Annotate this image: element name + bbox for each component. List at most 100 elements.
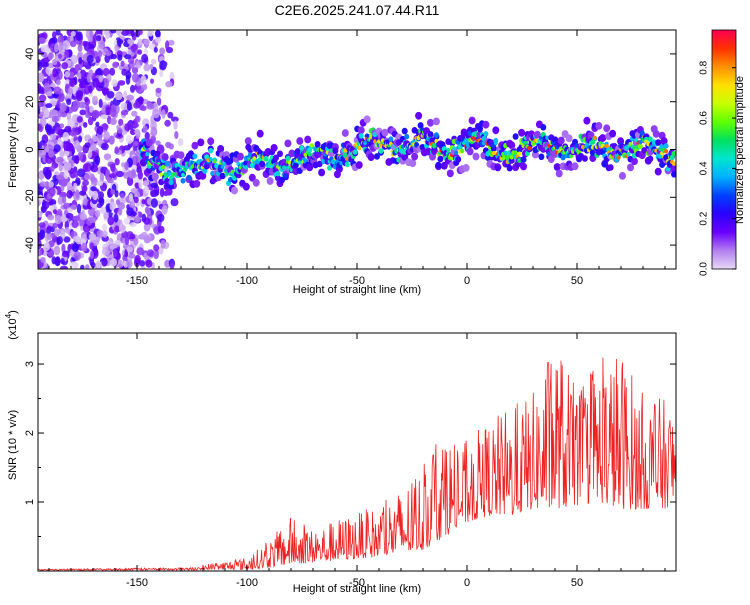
spectrogram-cell [130,43,137,53]
spectrogram-cell [98,75,104,83]
spectrogram-cell [79,213,88,221]
spectrogram-cell [76,203,82,214]
spectrogram-cell [146,102,155,110]
spectrogram-cell [143,235,152,244]
spectrogram-cell [647,155,654,163]
spectrogram-cell [208,157,213,162]
spectrogram-cell [45,103,53,109]
spectrogram-x-ticks: -150 -100 -50 0 50 [48,30,666,287]
spectrogram-cell [64,50,69,59]
spectrogram-y-tick-label: -40 [24,237,36,253]
spectrogram-cell [672,161,676,166]
spectrogram-cell [67,118,76,129]
spectrogram-cell [99,198,105,206]
spectrogram-cell [143,217,151,225]
spectrogram-cell [671,150,676,157]
spectrogram-cell [512,133,519,140]
spectrogram-cell [520,156,527,163]
spectrogram-cell [53,86,62,95]
spectrogram-cell [452,146,457,151]
spectrogram-cell [425,147,432,156]
spectrogram-cell [38,59,42,67]
spectrogram-cell [94,155,101,165]
spectrogram-cell [155,87,162,94]
spectrogram-cell [557,136,565,145]
spectrogram-cell [131,164,137,171]
spectrogram-cell [53,245,61,256]
spectrogram-cell [95,209,101,218]
spectrogram-cell [59,149,64,160]
spectrogram-cell [95,121,100,127]
spectrogram-cell [654,167,662,176]
spectrogram-cell [137,38,143,46]
spectrogram-x-tick-label: 0 [464,275,470,287]
spectrogram-cell [285,155,291,162]
spectrogram-cell [104,54,110,63]
spectrogram-y-tick-label: 0 [24,146,36,152]
spectrogram-cell [82,40,88,47]
spectrogram-cell [38,123,43,131]
spectrogram-cell [626,151,631,157]
spectrogram-cell [106,91,115,99]
spectrogram-cell [115,199,121,205]
spectrogram-cell [46,91,53,97]
spectrogram-cell [601,161,608,168]
spectrogram-cell [39,229,46,240]
spectrogram-cell [38,94,47,103]
spectrogram-cell [553,163,561,171]
spectrogram-cell [217,145,225,153]
spectrogram-cell [161,109,166,119]
snr-multiplier: (x104) [4,310,19,340]
spectrogram-cell [159,187,165,198]
spectrogram-cell [603,124,611,133]
spectrogram-cell [126,246,134,253]
spectrogram-cell [165,81,173,88]
spectrogram-cell [64,125,72,133]
spectrogram-cell [102,223,108,231]
spectrogram-cell [355,161,363,169]
spectrogram-cell [342,152,348,159]
spectrogram-cell [89,250,94,260]
spectrogram-cell [259,160,266,168]
spectrogram-cell [49,165,55,172]
spectrogram-y-ticks: -40 -20 0 20 40 [24,48,676,253]
spectrogram-cell [297,160,302,165]
spectrogram-cell [343,148,348,153]
spectrogram-cell [54,228,60,237]
spectrogram-cell [82,223,91,233]
spectrogram-cell [41,200,50,210]
snr-series [38,357,676,571]
spectrogram-cell [256,129,264,138]
spectrogram-cell [113,213,119,223]
spectrogram-cell [99,172,105,183]
spectrogram-cell [292,161,299,169]
snr-plot: -150 -100 -50 0 50 1 2 3 Height of straight li… [4,310,677,595]
spectrogram-cell [46,233,53,241]
spectrogram-cell [63,161,72,172]
spectrogram-cell [167,111,174,119]
spectrogram-cell [158,178,165,186]
spectrogram-cell [142,125,148,134]
spectrogram-cell [165,187,173,196]
spectrogram-cell [53,209,57,215]
spectrogram-cell [455,156,462,163]
spectrogram-cell [67,87,73,95]
spectrogram-cell [277,150,283,158]
spectrogram-cell [159,47,166,55]
spectrogram-cell [78,101,85,109]
spectrogram-cell [374,153,380,160]
spectrogram-cell [118,224,127,233]
spectrogram-cell [75,31,83,41]
spectrogram-cell [639,130,645,136]
snr-y-tick-label: 3 [24,361,36,367]
spectrogram-cell [110,53,117,60]
spectrogram-cell [116,37,122,47]
spectrogram-cell [57,35,65,44]
spectrogram-cell [84,85,90,95]
spectrogram-cell [242,182,250,191]
spectrogram-cell [401,152,409,161]
spectrogram-cell [275,170,281,177]
snr-x-tick-label: 50 [571,577,583,589]
spectrogram-cell [61,62,69,70]
spectrogram-cell [68,71,75,79]
